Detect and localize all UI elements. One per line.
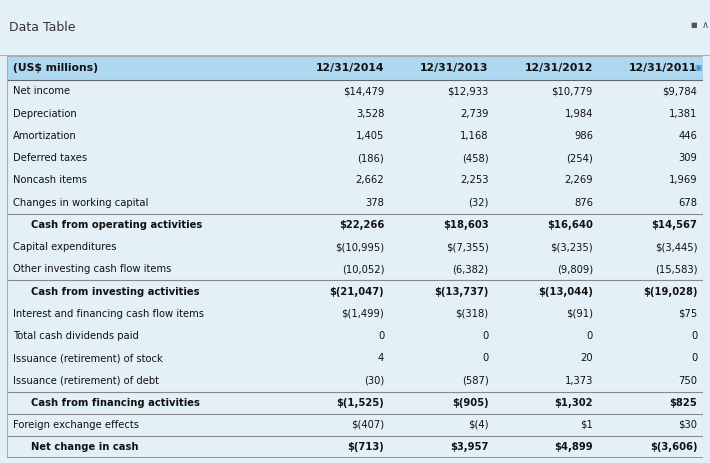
Text: 2,269: 2,269 <box>564 175 593 185</box>
Text: Amortization: Amortization <box>13 131 77 141</box>
Text: $(91): $(91) <box>566 309 593 319</box>
Text: Net change in cash: Net change in cash <box>31 442 139 452</box>
Text: 0: 0 <box>691 331 697 341</box>
Text: 3,528: 3,528 <box>356 108 384 119</box>
Text: Net income: Net income <box>13 86 70 96</box>
Text: 750: 750 <box>678 375 697 386</box>
Text: Issuance (retirement) of debt: Issuance (retirement) of debt <box>13 375 158 386</box>
Text: $(10,995): $(10,995) <box>335 242 384 252</box>
Text: 2,253: 2,253 <box>460 175 488 185</box>
Text: 12/31/2012: 12/31/2012 <box>525 63 593 73</box>
Text: (30): (30) <box>364 375 384 386</box>
Text: 1,168: 1,168 <box>460 131 488 141</box>
Text: $10,779: $10,779 <box>552 86 593 96</box>
Text: Capital expenditures: Capital expenditures <box>13 242 116 252</box>
Text: $(13,044): $(13,044) <box>538 287 593 296</box>
Text: $(318): $(318) <box>456 309 488 319</box>
Text: 12/31/2013: 12/31/2013 <box>420 63 488 73</box>
Text: (15,583): (15,583) <box>655 264 697 274</box>
Text: $(4): $(4) <box>468 420 488 430</box>
Text: Noncash items: Noncash items <box>13 175 87 185</box>
Text: $(1,499): $(1,499) <box>342 309 384 319</box>
Text: $(905): $(905) <box>452 398 488 408</box>
Text: Issuance (retirement) of stock: Issuance (retirement) of stock <box>13 353 163 363</box>
Text: $(19,028): $(19,028) <box>643 287 697 296</box>
Text: $(407): $(407) <box>351 420 384 430</box>
Text: $(13,737): $(13,737) <box>435 287 488 296</box>
Text: $(713): $(713) <box>347 442 384 452</box>
Text: $22,266: $22,266 <box>339 220 384 230</box>
Text: $(7,355): $(7,355) <box>446 242 488 252</box>
Text: Depreciation: Depreciation <box>13 108 77 119</box>
Text: $16,640: $16,640 <box>547 220 593 230</box>
Text: $1: $1 <box>580 420 593 430</box>
Text: (9,809): (9,809) <box>557 264 593 274</box>
Text: 0: 0 <box>586 331 593 341</box>
Text: 378: 378 <box>366 198 384 207</box>
Text: Total cash dividends paid: Total cash dividends paid <box>13 331 138 341</box>
Text: $12,933: $12,933 <box>447 86 488 96</box>
Text: 0: 0 <box>691 353 697 363</box>
Text: Cash from operating activities: Cash from operating activities <box>31 220 202 230</box>
Text: ▣: ▣ <box>694 63 701 72</box>
Text: 12/31/2011: 12/31/2011 <box>629 63 697 73</box>
Text: 2,739: 2,739 <box>460 108 488 119</box>
Text: 0: 0 <box>482 331 488 341</box>
Text: $(3,235): $(3,235) <box>550 242 593 252</box>
Text: 1,373: 1,373 <box>564 375 593 386</box>
Text: $30: $30 <box>678 420 697 430</box>
Text: Changes in working capital: Changes in working capital <box>13 198 148 207</box>
Text: (458): (458) <box>462 153 488 163</box>
Text: 4: 4 <box>378 353 384 363</box>
Text: 309: 309 <box>679 153 697 163</box>
Text: $75: $75 <box>678 309 697 319</box>
Text: ■: ■ <box>690 22 697 28</box>
Text: 12/31/2014: 12/31/2014 <box>316 63 384 73</box>
Text: $(21,047): $(21,047) <box>329 287 384 296</box>
Text: (32): (32) <box>468 198 488 207</box>
Text: $(1,525): $(1,525) <box>337 398 384 408</box>
Text: 2,662: 2,662 <box>356 175 384 185</box>
Text: $(3,606): $(3,606) <box>650 442 697 452</box>
Text: $9,784: $9,784 <box>662 86 697 96</box>
Text: (6,382): (6,382) <box>452 264 488 274</box>
Text: 20: 20 <box>580 353 593 363</box>
Text: 1,405: 1,405 <box>356 131 384 141</box>
Text: $1,302: $1,302 <box>555 398 593 408</box>
Text: 986: 986 <box>574 131 593 141</box>
Text: 446: 446 <box>679 131 697 141</box>
Text: $14,567: $14,567 <box>652 220 697 230</box>
Text: (10,052): (10,052) <box>342 264 384 274</box>
Text: $18,603: $18,603 <box>443 220 488 230</box>
Text: Other investing cash flow items: Other investing cash flow items <box>13 264 171 274</box>
Text: Cash from financing activities: Cash from financing activities <box>31 398 200 408</box>
Text: 678: 678 <box>678 198 697 207</box>
Text: Foreign exchange effects: Foreign exchange effects <box>13 420 138 430</box>
Text: (587): (587) <box>462 375 488 386</box>
Bar <box>7 56 703 80</box>
Text: 1,969: 1,969 <box>669 175 697 185</box>
Text: (254): (254) <box>566 153 593 163</box>
Text: $14,479: $14,479 <box>343 86 384 96</box>
Text: (186): (186) <box>357 153 384 163</box>
Text: $(3,445): $(3,445) <box>655 242 697 252</box>
Text: 1,984: 1,984 <box>564 108 593 119</box>
Text: Data Table: Data Table <box>9 21 75 34</box>
Text: 0: 0 <box>378 331 384 341</box>
Text: 876: 876 <box>574 198 593 207</box>
Text: Interest and financing cash flow items: Interest and financing cash flow items <box>13 309 204 319</box>
Text: (US$ millions): (US$ millions) <box>13 63 98 73</box>
Text: $3,957: $3,957 <box>450 442 488 452</box>
Text: Deferred taxes: Deferred taxes <box>13 153 87 163</box>
Text: Cash from investing activities: Cash from investing activities <box>31 287 200 296</box>
Text: $825: $825 <box>670 398 697 408</box>
Text: ∧: ∧ <box>701 20 709 30</box>
Text: 0: 0 <box>482 353 488 363</box>
Text: $4,899: $4,899 <box>555 442 593 452</box>
Text: 1,381: 1,381 <box>669 108 697 119</box>
